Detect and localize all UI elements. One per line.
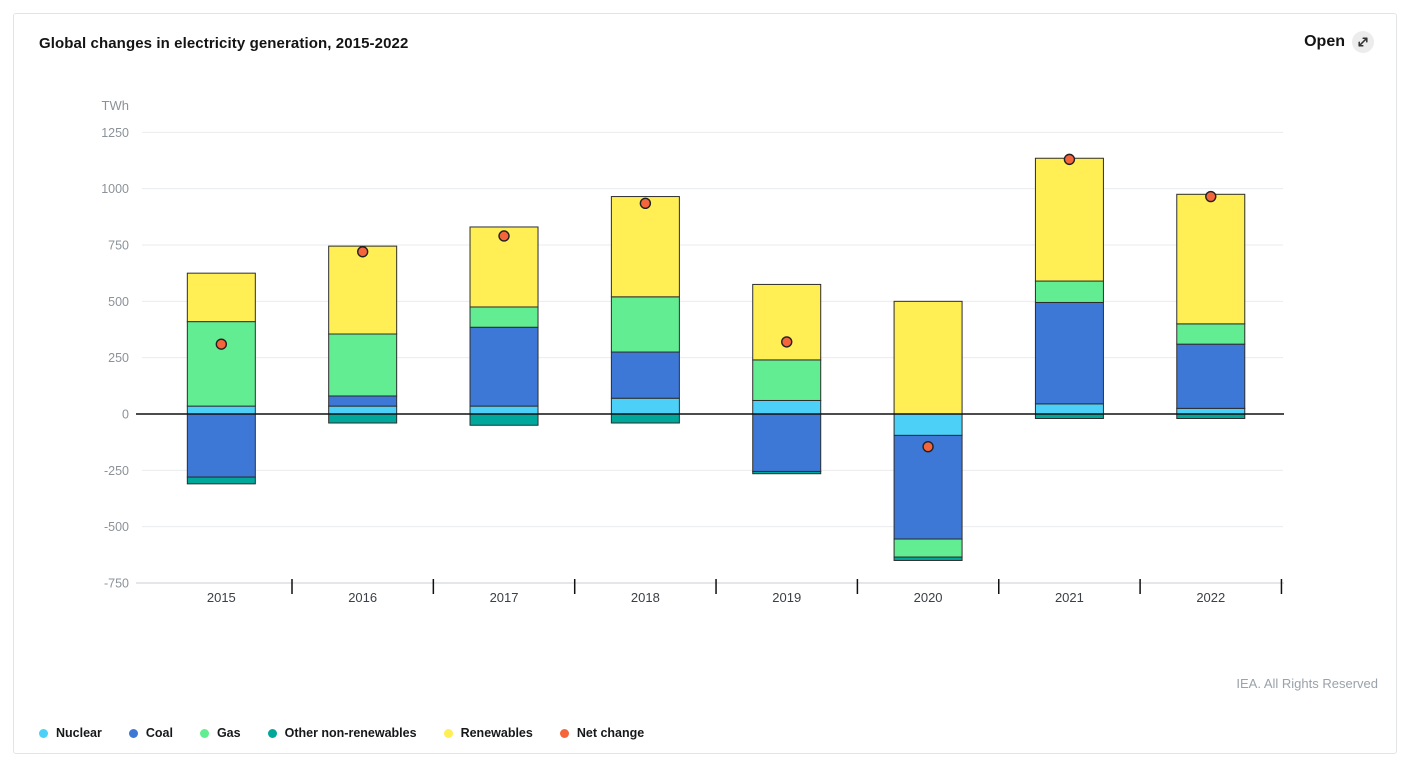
- net-change-dot-2017[interactable]: [498, 230, 510, 242]
- bar-2016-other-non-renewables[interactable]: [328, 413, 398, 424]
- legend-swatch-icon: [267, 728, 277, 738]
- legend-label: Other non-renewables: [284, 726, 417, 740]
- bar-2021-renewables[interactable]: [1034, 157, 1104, 282]
- bar-2016-nuclear[interactable]: [328, 405, 398, 415]
- bar-2022-nuclear[interactable]: [1176, 407, 1246, 415]
- x-axis-year-label: 2020: [914, 590, 943, 605]
- x-axis-year-label: 2022: [1196, 590, 1225, 605]
- bar-2021-coal[interactable]: [1034, 301, 1104, 405]
- bar-2019-renewables[interactable]: [752, 283, 822, 361]
- legend-swatch-icon: [199, 728, 209, 738]
- bar-2019-other-non-renewables[interactable]: [752, 470, 822, 475]
- chart-card: Global changes in electricity generation…: [13, 13, 1397, 754]
- net-change-dot-2015[interactable]: [215, 338, 228, 350]
- bar-2020-nuclear[interactable]: [893, 413, 963, 436]
- bar-2015-other-non-renewables[interactable]: [186, 476, 256, 485]
- bar-2015-coal[interactable]: [186, 413, 256, 478]
- bar-2020-coal[interactable]: [893, 434, 963, 540]
- legend-label: Net change: [576, 726, 645, 740]
- y-axis-label: -500: [104, 520, 129, 534]
- legend-item-renewables[interactable]: Renewables: [443, 726, 533, 740]
- expand-arrows-icon: [1352, 31, 1374, 53]
- x-axis-year-label: 2021: [1055, 590, 1084, 605]
- net-change-dot-2020[interactable]: [922, 440, 934, 453]
- bar-2020-renewables[interactable]: [893, 300, 963, 415]
- open-button-label: Open: [1304, 33, 1345, 50]
- bar-2022-gas[interactable]: [1176, 323, 1246, 345]
- y-axis-label: 1250: [101, 126, 129, 140]
- legend-swatch-icon: [443, 728, 453, 738]
- y-axis-label: 250: [108, 351, 129, 365]
- legend-item-net-change[interactable]: Net change: [559, 726, 645, 740]
- bar-2016-coal[interactable]: [328, 395, 398, 407]
- bar-2018-other-non-renewables[interactable]: [610, 413, 680, 424]
- legend: Nuclear Coal Gas Other non-renewables Renewa…: [39, 726, 644, 740]
- bar-2020-gas[interactable]: [893, 538, 963, 558]
- y-axis-label: 750: [108, 239, 129, 253]
- legend-item-coal[interactable]: Coal: [128, 726, 173, 740]
- y-axis-label: 1000: [101, 182, 129, 196]
- bar-2018-nuclear[interactable]: [610, 397, 680, 415]
- net-change-dot-2021[interactable]: [1063, 153, 1076, 166]
- net-change-dot-2016[interactable]: [356, 246, 369, 258]
- page-title: Global changes in electricity generation…: [39, 35, 409, 52]
- y-axis-label: -750: [104, 577, 129, 591]
- bar-2017-other-non-renewables[interactable]: [469, 413, 539, 426]
- bar-2016-renewables[interactable]: [328, 245, 398, 335]
- bar-2019-gas[interactable]: [752, 359, 822, 401]
- legend-swatch-icon: [128, 728, 138, 738]
- legend-item-gas[interactable]: Gas: [199, 726, 241, 740]
- x-axis-year-label: 2016: [348, 590, 377, 605]
- bar-2017-nuclear[interactable]: [469, 405, 539, 415]
- bar-2015-renewables[interactable]: [186, 272, 256, 323]
- y-axis-label: 0: [122, 408, 129, 422]
- chart-area: 1250 1000 750 500 250 0 -250 -500 -750 TWh 2015 201…: [101, 98, 1284, 605]
- net-change-dot-2022[interactable]: [1205, 190, 1217, 203]
- bar-2017-gas[interactable]: [469, 306, 539, 328]
- bar-2015-nuclear[interactable]: [186, 405, 256, 415]
- copyright-text: IEA. All Rights Reserved: [1236, 676, 1378, 691]
- bar-2019-nuclear[interactable]: [752, 399, 822, 415]
- y-axis-label: -250: [104, 464, 129, 478]
- bar-2020-other-non-renewables[interactable]: [893, 556, 963, 561]
- legend-label: Coal: [145, 726, 173, 740]
- legend-label: Renewables: [460, 726, 533, 740]
- legend-swatch-icon: [39, 728, 48, 738]
- x-axis-year-label: 2019: [772, 590, 801, 605]
- bar-2018-coal[interactable]: [610, 351, 680, 399]
- legend-item-nuclear[interactable]: Nuclear: [39, 726, 102, 740]
- legend-label: Gas: [216, 726, 241, 740]
- x-axis-year-label: 2018: [631, 590, 660, 605]
- x-axis-year-label: 2017: [490, 590, 519, 605]
- y-axis-unit: TWh: [102, 98, 129, 113]
- bar-2019-coal[interactable]: [752, 413, 822, 472]
- bar-2016-gas[interactable]: [328, 333, 398, 397]
- y-axis-label: 500: [108, 295, 129, 309]
- legend-item-other-non-renewables[interactable]: Other non-renewables: [267, 726, 417, 740]
- bar-2022-renewables[interactable]: [1176, 193, 1246, 325]
- legend-label: Nuclear: [56, 726, 102, 740]
- x-axis-year-label: 2015: [207, 590, 236, 605]
- bar-2018-gas[interactable]: [610, 296, 680, 353]
- net-change-dot-2019[interactable]: [781, 336, 793, 348]
- bar-2018-renewables[interactable]: [610, 196, 680, 298]
- bar-2015-gas[interactable]: [186, 321, 256, 407]
- net-change-dot-2018[interactable]: [639, 197, 652, 210]
- open-button[interactable]: Open: [1304, 31, 1374, 53]
- bar-2022-coal[interactable]: [1176, 343, 1246, 409]
- bar-2021-gas[interactable]: [1034, 280, 1104, 303]
- bar-2021-nuclear[interactable]: [1034, 403, 1104, 415]
- legend-swatch-icon: [559, 728, 569, 738]
- bar-2017-coal[interactable]: [469, 326, 539, 407]
